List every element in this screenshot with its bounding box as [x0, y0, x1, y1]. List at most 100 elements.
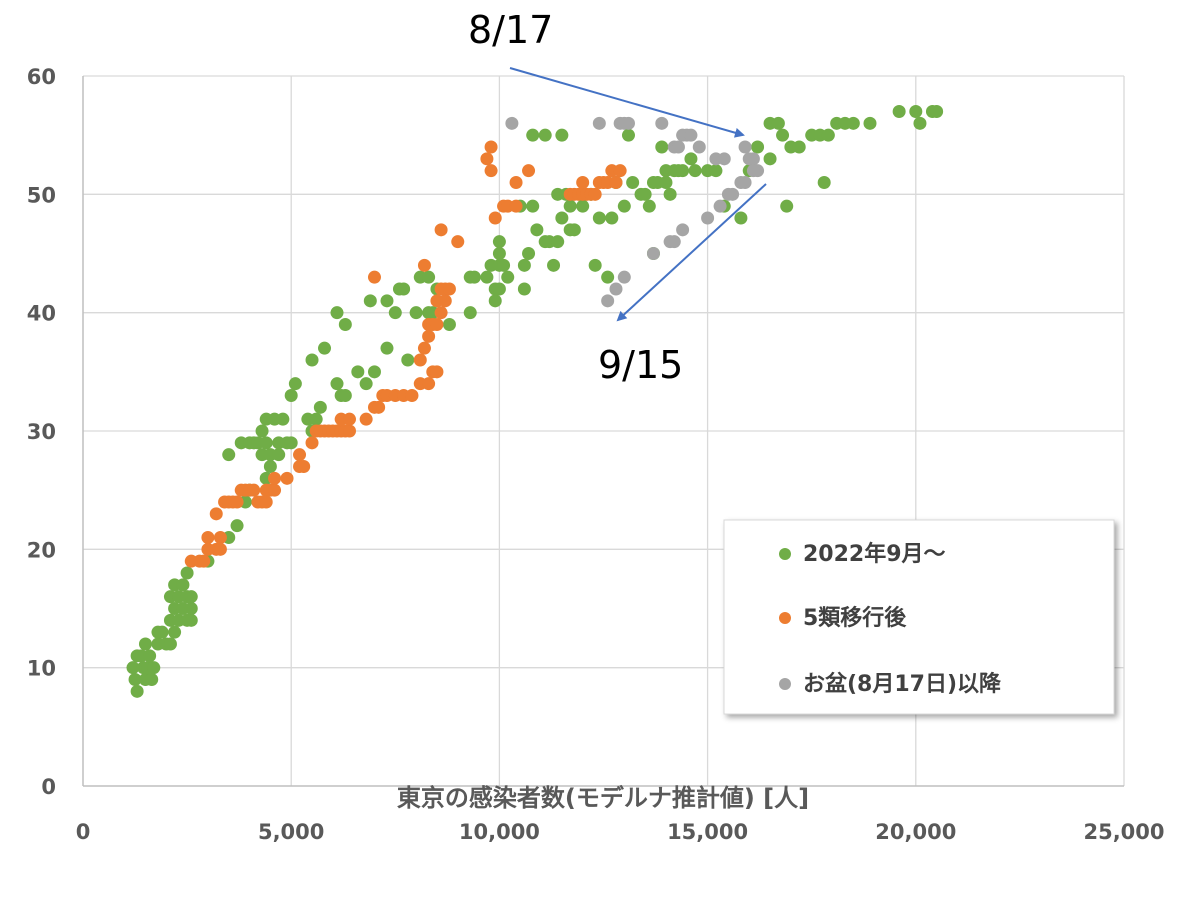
data-point-series-0 — [863, 116, 877, 130]
data-point-series-2 — [738, 140, 752, 154]
data-point-series-0 — [288, 377, 302, 391]
data-point-series-0 — [576, 199, 590, 213]
annotation-8-17: 8/17 — [468, 8, 553, 52]
data-point-series-0 — [467, 270, 481, 284]
data-point-series-1 — [305, 436, 319, 450]
data-point-series-0 — [130, 684, 144, 698]
data-point-series-1 — [509, 199, 523, 213]
data-point-series-2 — [505, 116, 519, 130]
data-point-series-0 — [846, 116, 860, 130]
data-point-series-0 — [734, 211, 748, 225]
data-point-series-0 — [338, 318, 352, 331]
data-point-series-0 — [138, 637, 152, 651]
data-point-series-0 — [255, 424, 269, 438]
data-point-series-1 — [451, 235, 465, 249]
data-point-series-1 — [280, 471, 294, 485]
data-point-series-0 — [555, 128, 569, 142]
data-point-series-0 — [780, 199, 794, 213]
data-point-series-0 — [184, 590, 198, 604]
data-point-series-0 — [488, 294, 502, 308]
data-point-series-0 — [222, 448, 236, 462]
data-point-series-1 — [576, 176, 590, 189]
data-point-series-0 — [145, 673, 159, 686]
data-point-series-0 — [530, 223, 544, 237]
data-point-series-1 — [367, 270, 381, 284]
data-point-series-0 — [272, 448, 286, 462]
data-point-series-0 — [422, 270, 436, 284]
data-point-series-1 — [213, 531, 227, 544]
data-point-series-0 — [547, 258, 561, 272]
y-tick-label: 50 — [27, 183, 56, 207]
legend-label-5rui: 5類移行後 — [803, 605, 907, 631]
data-point-series-0 — [776, 128, 790, 142]
data-point-series-1 — [480, 152, 494, 166]
x-tick-label: 20,000 — [875, 820, 956, 844]
data-point-series-0 — [605, 211, 619, 225]
data-point-series-0 — [284, 389, 298, 402]
legend-marker-2022 — [779, 548, 791, 560]
data-point-series-0 — [359, 377, 373, 391]
data-point-series-0 — [155, 625, 169, 639]
data-point-series-1 — [488, 211, 502, 225]
data-point-series-0 — [259, 436, 273, 450]
data-point-series-2 — [671, 140, 685, 154]
arrow-9-15 — [616, 183, 767, 322]
data-point-series-0 — [688, 164, 702, 178]
data-point-series-0 — [380, 294, 394, 308]
data-point-series-1 — [213, 542, 227, 556]
data-point-series-1 — [613, 164, 627, 178]
data-point-series-2 — [692, 140, 706, 154]
data-point-series-1 — [342, 412, 356, 426]
x-tick-label: 25,000 — [1083, 820, 1164, 844]
data-point-series-2 — [684, 128, 698, 142]
data-point-series-1 — [430, 318, 444, 331]
legend: 2022年9月～ 5類移行後 お盆(8月17日)以降 — [723, 519, 1115, 715]
data-point-series-0 — [638, 187, 652, 201]
data-point-series-0 — [367, 365, 381, 379]
data-point-series-1 — [372, 400, 386, 414]
data-point-series-1 — [484, 164, 498, 178]
data-point-series-0 — [763, 152, 777, 166]
data-point-series-0 — [463, 306, 477, 320]
data-point-series-0 — [617, 199, 631, 213]
data-point-series-1 — [422, 329, 436, 343]
data-point-series-0 — [526, 199, 540, 213]
x-axis-ticks: 0 5,000 10,000 15,000 20,000 25,000 — [76, 820, 1165, 844]
legend-label-2022: 2022年9月～ — [803, 541, 946, 567]
x-axis-label: 東京の感染者数(モデルナ推計値) [人] — [397, 784, 809, 812]
data-point-series-0 — [771, 116, 785, 130]
data-point-series-0 — [184, 613, 198, 627]
data-point-series-1 — [413, 353, 427, 367]
data-point-series-0 — [792, 140, 806, 154]
data-point-series-2 — [721, 187, 735, 201]
data-point-series-0 — [363, 294, 377, 308]
data-point-series-0 — [442, 318, 456, 331]
legend-marker-5rui — [779, 612, 791, 624]
x-tick-label: 15,000 — [667, 820, 748, 844]
data-point-series-0 — [263, 460, 277, 473]
data-point-series-0 — [588, 258, 602, 272]
data-point-series-1 — [259, 495, 273, 509]
data-point-series-0 — [126, 661, 140, 675]
data-point-series-0 — [143, 649, 157, 663]
y-tick-label: 60 — [27, 65, 56, 89]
data-point-series-1 — [588, 187, 602, 201]
data-point-series-1 — [405, 389, 419, 402]
data-point-series-0 — [563, 199, 577, 213]
data-point-series-0 — [684, 152, 698, 166]
data-point-series-2 — [663, 235, 677, 249]
x-tick-label: 0 — [76, 820, 91, 844]
data-point-series-0 — [501, 270, 515, 284]
data-point-series-2 — [734, 176, 748, 189]
data-point-series-2 — [621, 116, 635, 130]
data-point-series-0 — [313, 400, 327, 414]
data-point-series-0 — [318, 341, 332, 355]
data-point-series-1 — [509, 176, 523, 189]
data-point-series-0 — [497, 258, 511, 272]
data-point-series-0 — [380, 341, 394, 355]
data-point-series-1 — [197, 554, 211, 568]
data-point-series-0 — [555, 211, 569, 225]
data-point-series-2 — [609, 282, 623, 296]
data-point-series-1 — [422, 377, 436, 391]
data-point-series-0 — [480, 270, 494, 284]
